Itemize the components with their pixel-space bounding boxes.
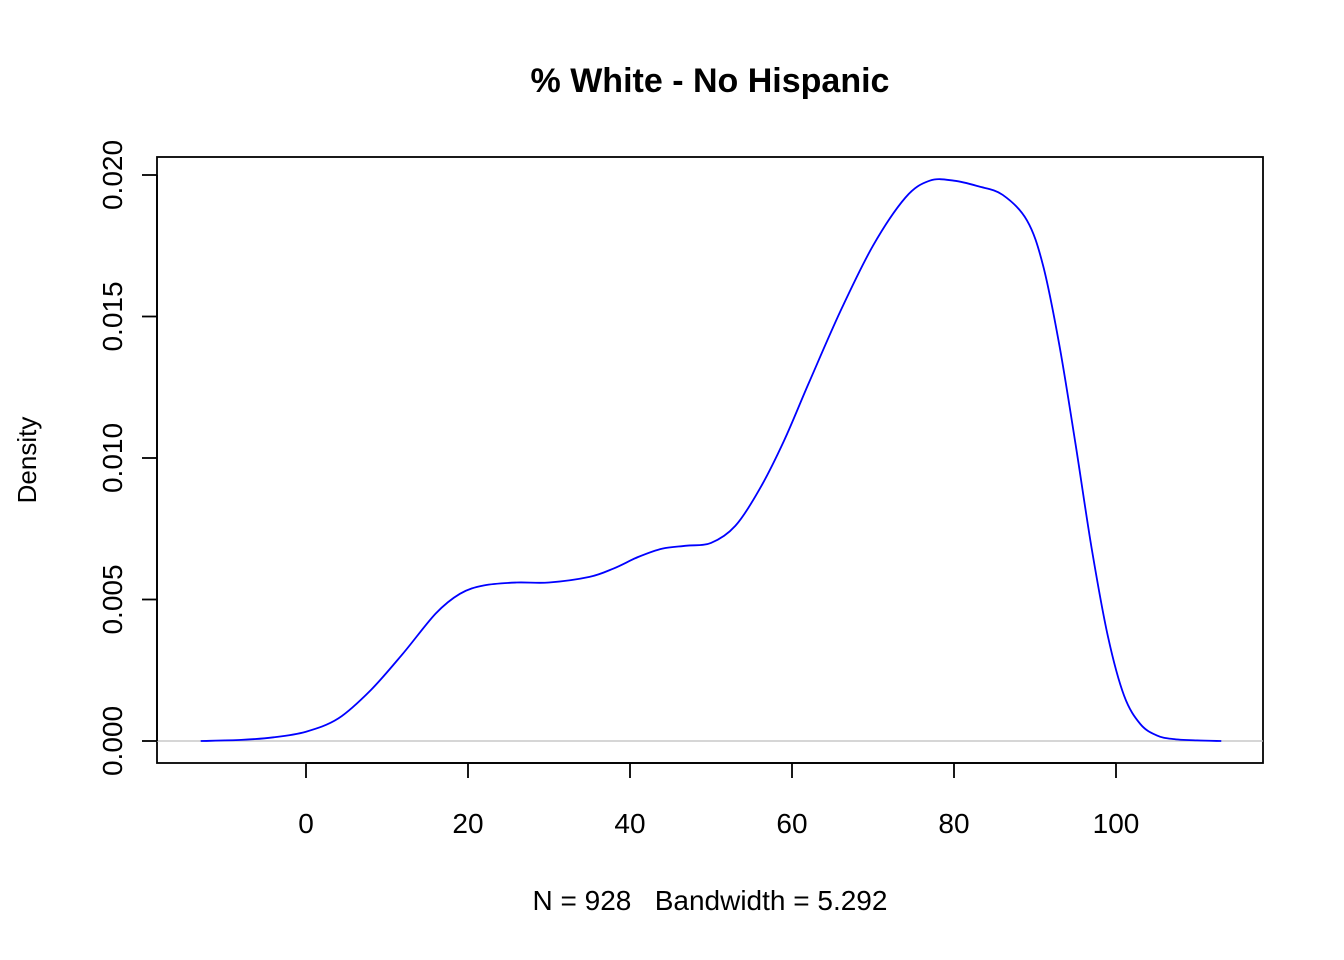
x-axis-label: N = 928 Bandwidth = 5.292 <box>533 885 888 916</box>
density-curve <box>200 178 1222 742</box>
plot-frame <box>156 156 1264 764</box>
x-tick-label: 100 <box>1093 808 1140 839</box>
y-tick-label: 0.000 <box>97 706 128 776</box>
y-axis: 0.000 0.005 0.010 0.015 0.020 <box>97 140 158 776</box>
x-tick-label: 0 <box>298 808 314 839</box>
x-axis: 0 20 40 60 80 100 <box>298 762 1140 839</box>
y-tick-label: 0.020 <box>97 140 128 210</box>
y-tick-label: 0.010 <box>97 423 128 493</box>
chart-title: % White - No Hispanic <box>531 62 890 100</box>
x-tick-label: 60 <box>776 808 807 839</box>
y-tick-label: 0.015 <box>97 281 128 351</box>
x-tick-label: 80 <box>938 808 969 839</box>
x-tick-label: 20 <box>452 808 483 839</box>
y-axis-label: Density <box>12 417 42 504</box>
y-tick-label: 0.005 <box>97 564 128 634</box>
x-tick-label: 40 <box>614 808 645 839</box>
